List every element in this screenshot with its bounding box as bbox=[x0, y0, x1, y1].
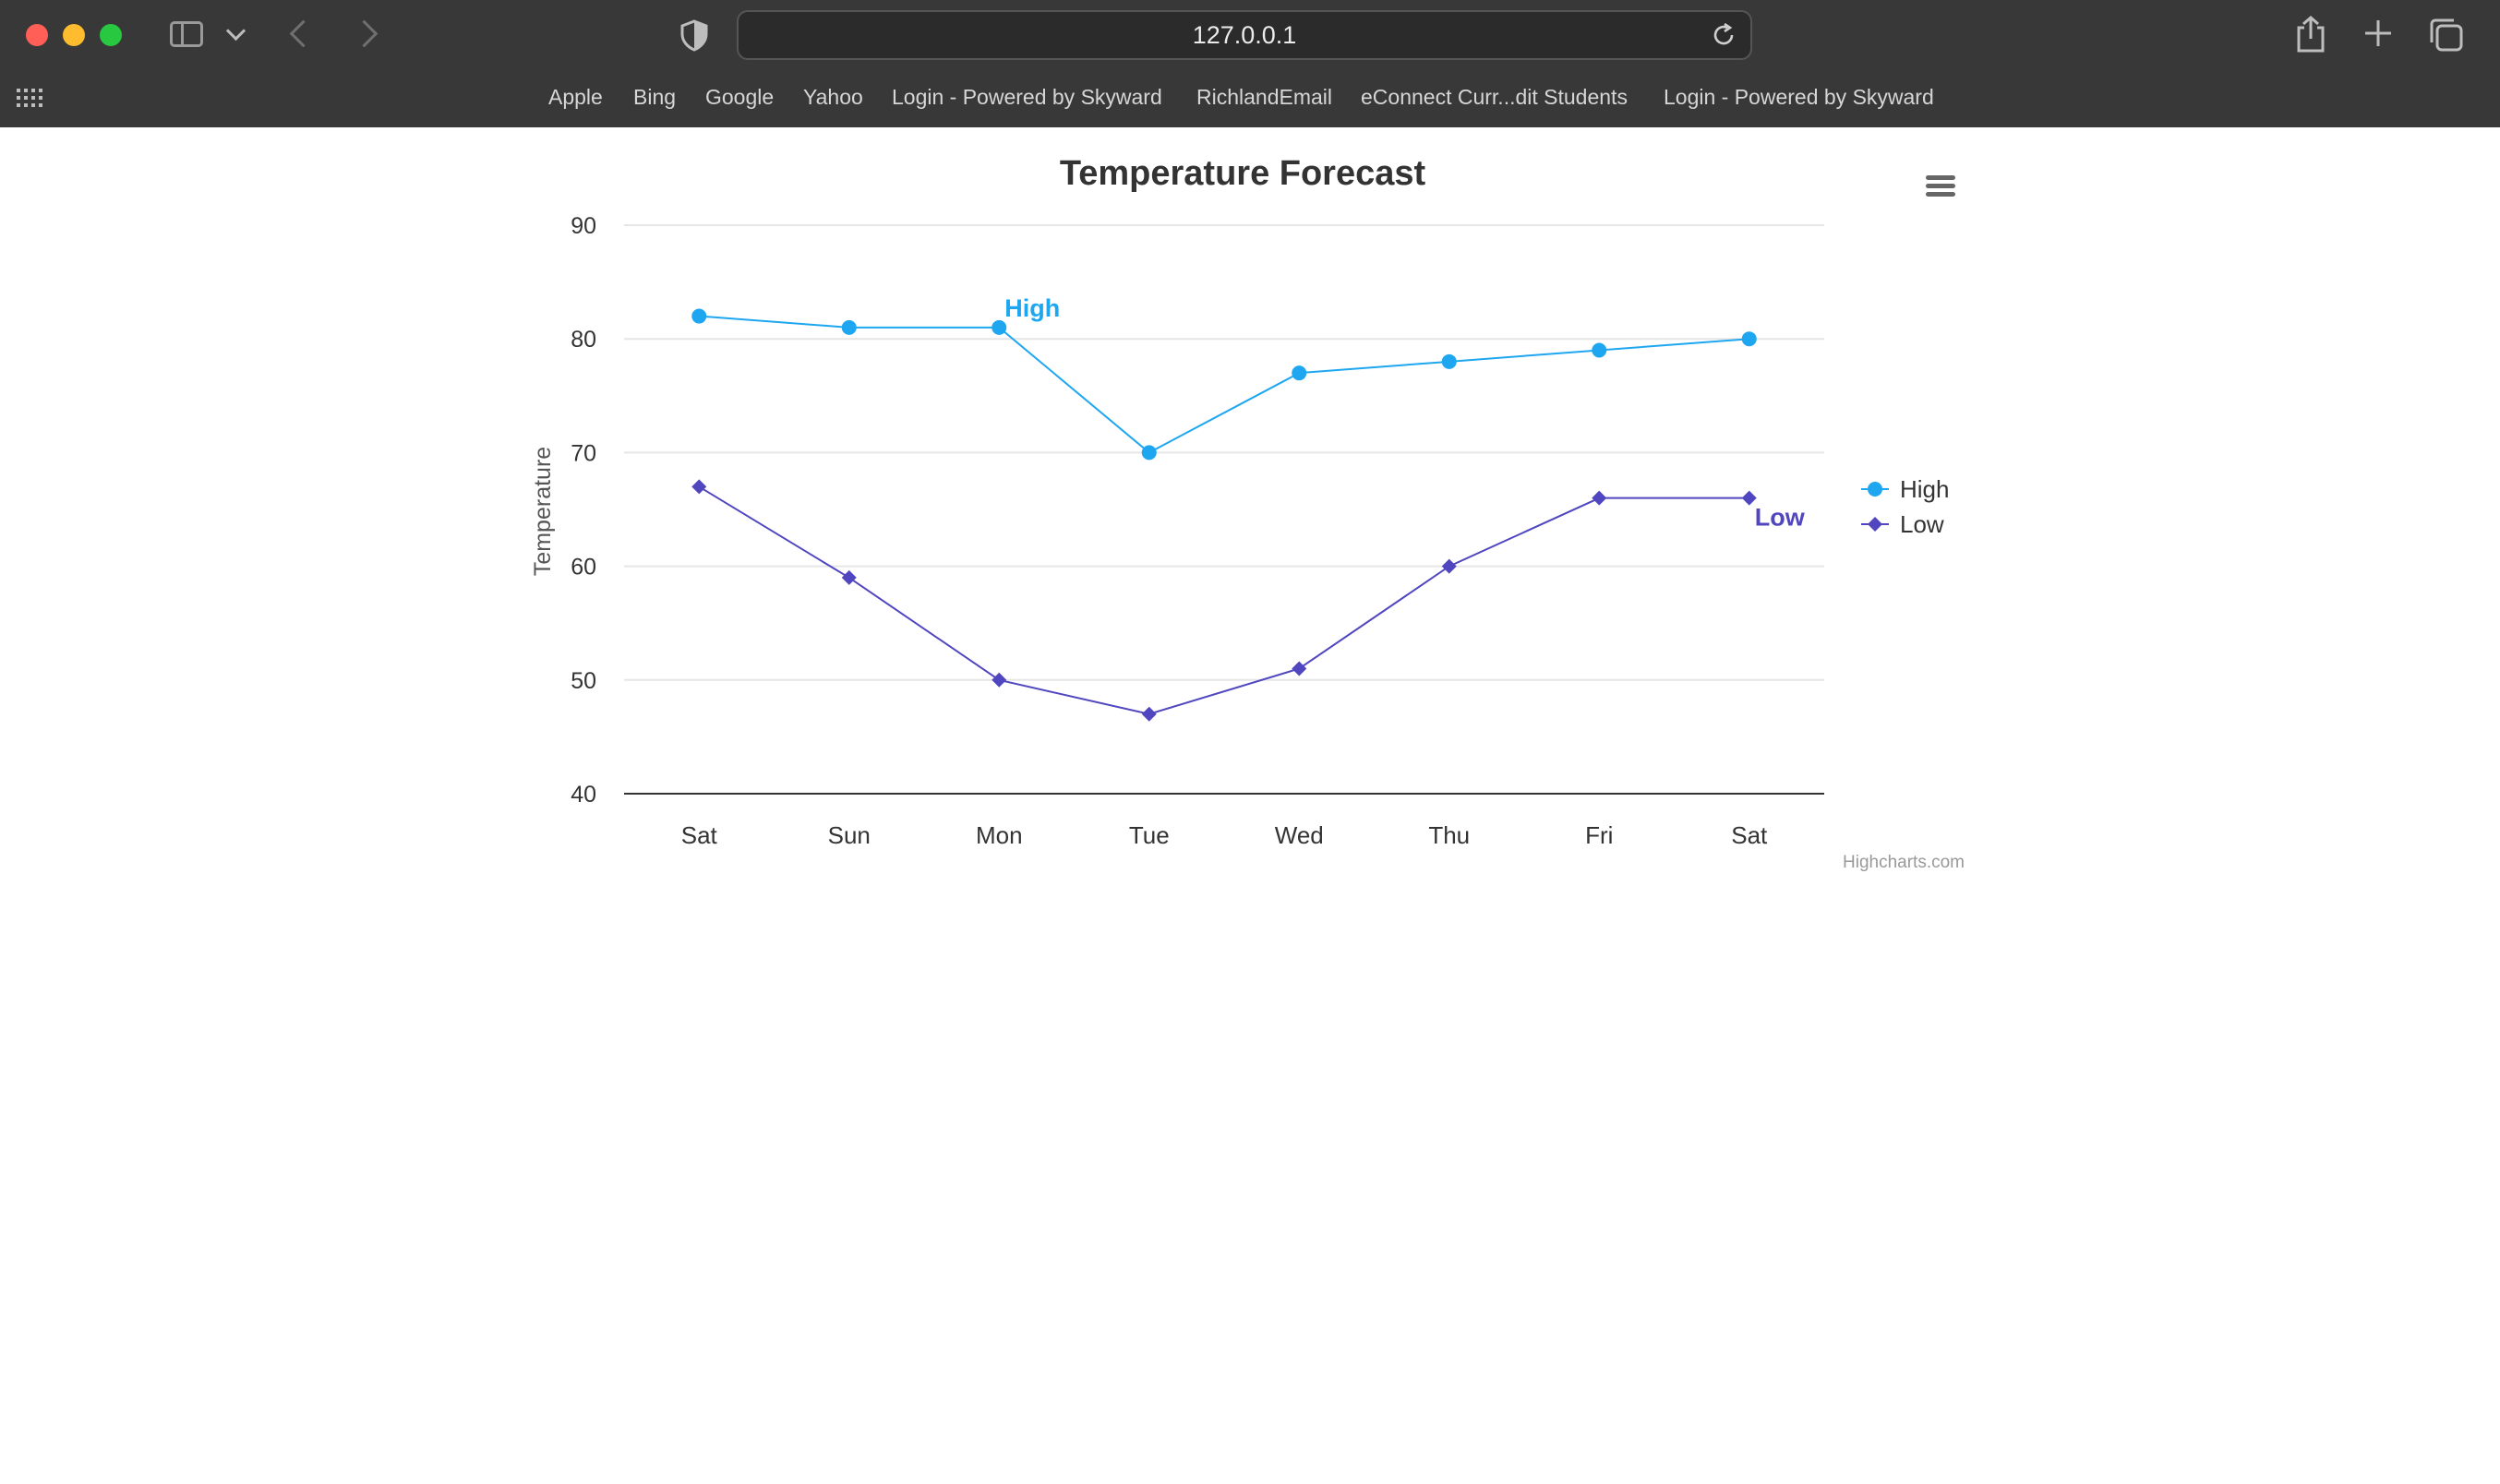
legend-item-low[interactable]: Low bbox=[1861, 510, 1944, 538]
hamburger-menu-icon[interactable] bbox=[1917, 166, 1965, 207]
browser-toolbar: 127.0.0.1 Apple Bing bbox=[0, 0, 2500, 128]
forward-icon[interactable] bbox=[350, 19, 379, 48]
chart-title: Temperature Forecast bbox=[1060, 154, 1426, 193]
chart-gridlines bbox=[624, 224, 1824, 681]
series-label-high: High bbox=[1004, 294, 1060, 322]
data-point-low[interactable] bbox=[1592, 490, 1607, 506]
address-bar[interactable]: 127.0.0.1 bbox=[737, 10, 1752, 60]
legend-symbol bbox=[1868, 517, 1882, 532]
chart-credits[interactable]: Highcharts.com bbox=[1843, 853, 1965, 872]
data-point-high[interactable] bbox=[1592, 342, 1607, 358]
data-point-low[interactable] bbox=[1741, 490, 1757, 506]
bookmark-skyward-login-2[interactable]: Login - Powered by Skyward bbox=[1664, 85, 1934, 109]
reload-icon[interactable] bbox=[1710, 21, 1737, 49]
data-point-low[interactable] bbox=[1292, 661, 1307, 676]
data-point-low[interactable] bbox=[1441, 558, 1457, 574]
chart-legend: High Low bbox=[1861, 475, 1949, 538]
sidebar-icon[interactable] bbox=[170, 21, 203, 47]
legend-item-high[interactable]: High bbox=[1861, 475, 1949, 503]
plus-icon[interactable] bbox=[2362, 17, 2395, 50]
maximize-window-button[interactable] bbox=[100, 24, 122, 46]
page-content: 40 50 60 70 80 90 Sat Sun Mon Tue Wed Thu Fri Sat Hig… bbox=[0, 127, 2500, 1484]
bookmark-richland-email[interactable]: RichlandEmail bbox=[1196, 85, 1333, 109]
apps-grid-icon[interactable] bbox=[17, 89, 42, 107]
y-tick-label: 40 bbox=[571, 782, 596, 808]
share-icon[interactable] bbox=[2293, 15, 2328, 54]
x-tick-label: Fri bbox=[1585, 821, 1613, 849]
chart-axes: 40 50 60 70 80 90 Sat Sun Mon Tue Wed Thu Fri Sat bbox=[571, 213, 1824, 849]
y-tick-label: 50 bbox=[571, 668, 596, 694]
y-tick-label: 70 bbox=[571, 440, 596, 466]
x-tick-label: Sat bbox=[681, 821, 718, 849]
x-tick-label: Mon bbox=[976, 821, 1023, 849]
shield-icon[interactable] bbox=[678, 18, 711, 52]
data-point-high[interactable] bbox=[1441, 353, 1457, 369]
minimize-window-button[interactable] bbox=[63, 24, 85, 46]
bookmark-skyward-login[interactable]: Login - Powered by Skyward bbox=[892, 85, 1162, 109]
tabs-icon[interactable] bbox=[2428, 17, 2465, 54]
series-label-low: Low bbox=[1755, 504, 1806, 532]
back-icon[interactable] bbox=[289, 19, 318, 48]
y-axis-title: Temperature bbox=[530, 447, 556, 576]
bookmarks-bar: Apple Bing Google Yahoo Login - Powered … bbox=[0, 79, 2500, 116]
legend-label: Low bbox=[1900, 510, 1944, 538]
data-point-low[interactable] bbox=[1141, 706, 1157, 722]
data-point-high[interactable] bbox=[1141, 445, 1157, 461]
legend-symbol bbox=[1868, 482, 1882, 497]
data-point-high[interactable] bbox=[691, 308, 707, 324]
data-point-high[interactable] bbox=[841, 319, 857, 335]
series-line-high bbox=[699, 315, 1749, 454]
bookmark-bing[interactable]: Bing bbox=[633, 85, 677, 109]
chart-series: High Low bbox=[691, 294, 1806, 722]
menu-bar bbox=[1926, 192, 1955, 197]
legend-label: High bbox=[1900, 475, 1949, 503]
menu-bar bbox=[1926, 175, 1955, 180]
data-point-low[interactable] bbox=[992, 672, 1007, 688]
bookmark-econnect[interactable]: eConnect Curr...dit Students bbox=[1361, 85, 1628, 109]
x-tick-label: Sun bbox=[828, 821, 871, 849]
temperature-chart: 40 50 60 70 80 90 Sat Sun Mon Tue Wed Thu Fri Sat Hig… bbox=[530, 154, 1965, 872]
data-point-high[interactable] bbox=[1292, 365, 1307, 381]
bookmark-apple[interactable]: Apple bbox=[548, 85, 603, 109]
series-line-low bbox=[698, 485, 1749, 715]
bookmark-yahoo[interactable]: Yahoo bbox=[803, 85, 863, 109]
y-tick-label: 80 bbox=[571, 327, 596, 353]
data-point-high[interactable] bbox=[992, 319, 1007, 335]
chevron-down-icon[interactable] bbox=[225, 20, 246, 42]
x-tick-label: Thu bbox=[1428, 821, 1470, 849]
menu-hitbox[interactable] bbox=[1917, 166, 1965, 207]
x-tick-label: Tue bbox=[1129, 821, 1170, 849]
menu-bar bbox=[1926, 184, 1955, 188]
y-tick-label: 90 bbox=[571, 213, 596, 239]
x-tick-label: Wed bbox=[1275, 821, 1324, 849]
data-point-low[interactable] bbox=[841, 569, 857, 585]
x-tick-label: Sat bbox=[1731, 821, 1768, 849]
data-point-low[interactable] bbox=[691, 479, 707, 495]
address-text: 127.0.0.1 bbox=[1192, 21, 1297, 49]
y-tick-label: 60 bbox=[571, 555, 596, 580]
close-window-button[interactable] bbox=[26, 24, 48, 46]
data-point-high[interactable] bbox=[1741, 331, 1757, 347]
bookmark-google[interactable]: Google bbox=[705, 85, 775, 109]
